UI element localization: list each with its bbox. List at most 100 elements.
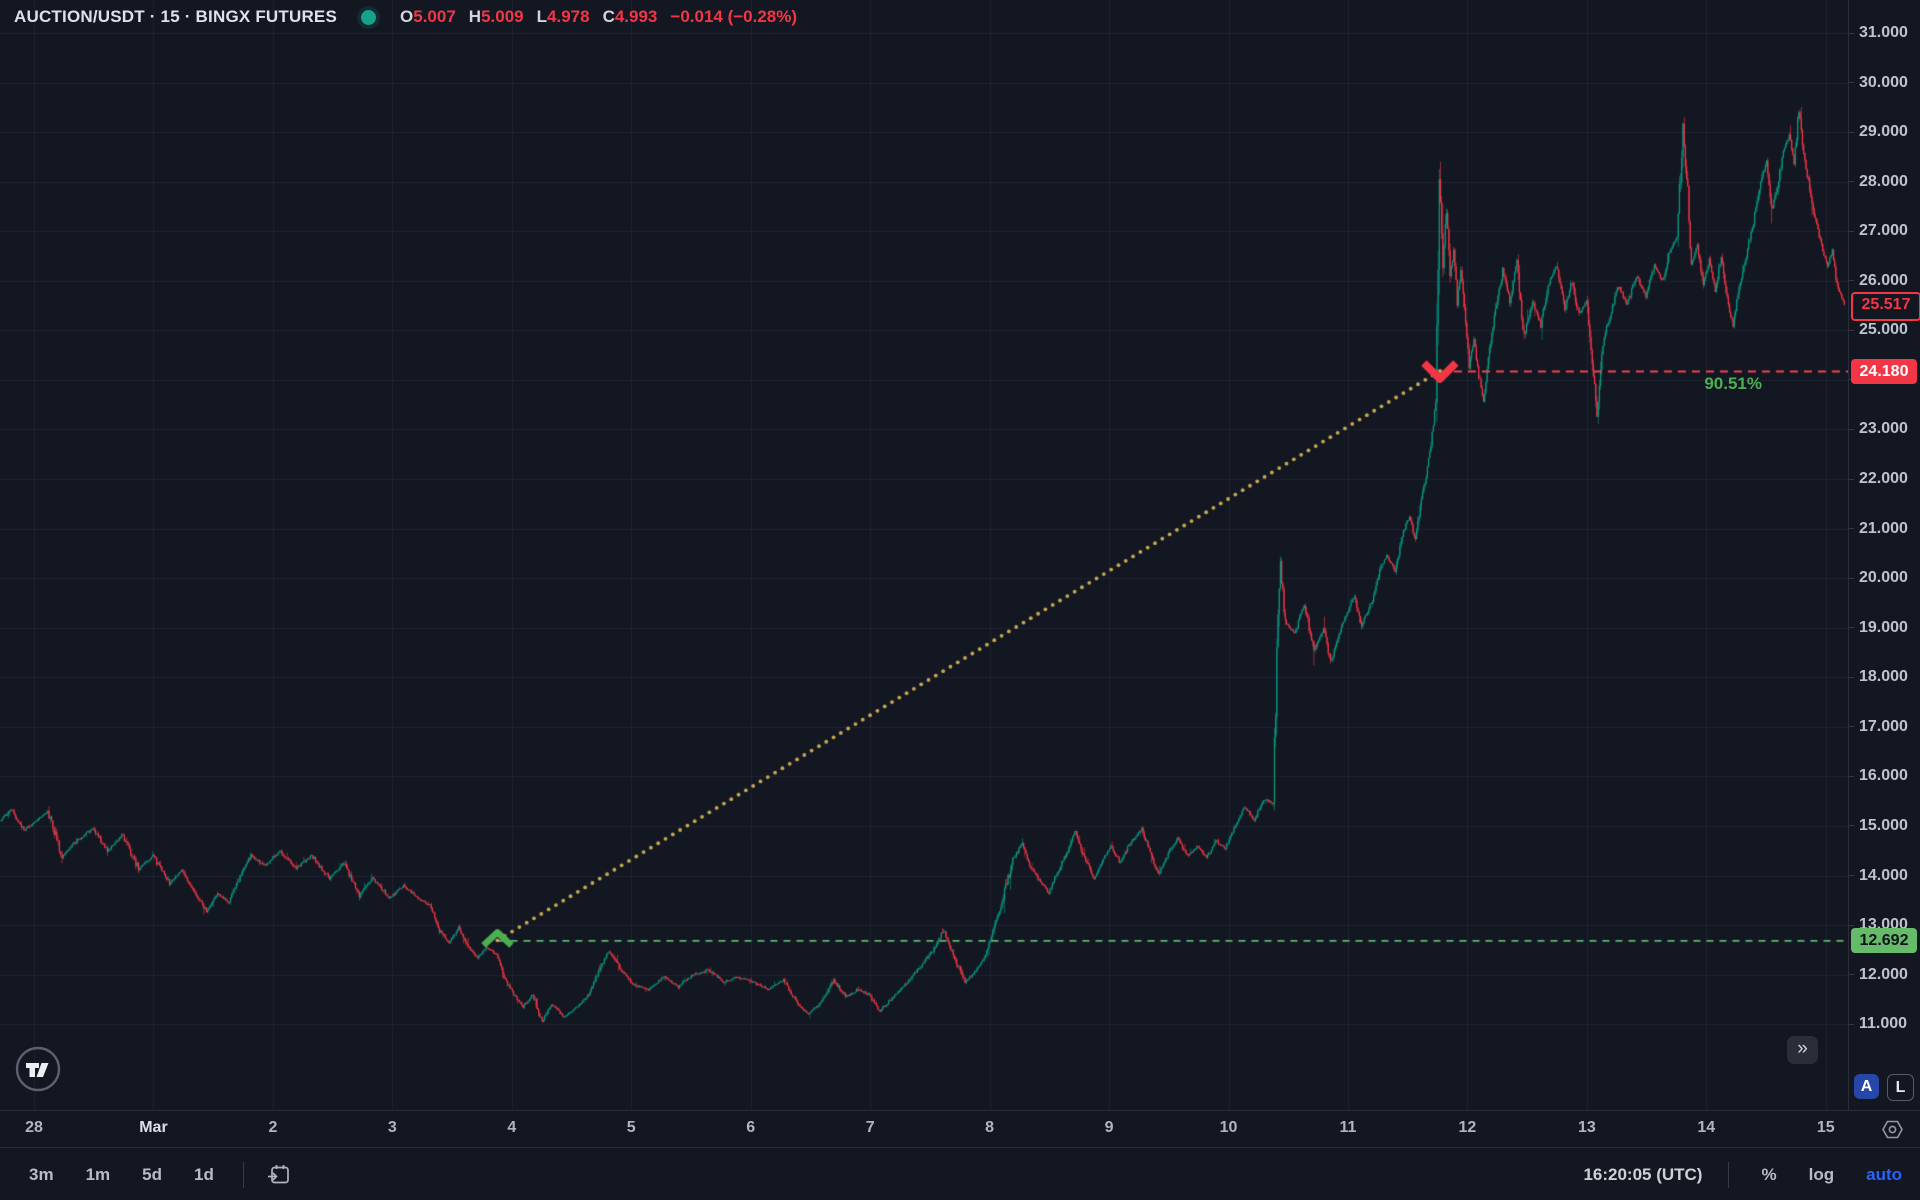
- time-tick-label: 10: [1219, 1119, 1238, 1136]
- price-axis-tickmark: [1849, 974, 1854, 976]
- price-tick-label: 11.000: [1859, 1015, 1908, 1033]
- range-5d-button[interactable]: 5d: [142, 1164, 162, 1184]
- time-tick-label: 11: [1339, 1119, 1357, 1136]
- log-scale-button[interactable]: L: [1887, 1074, 1914, 1101]
- percent-scale-toggle[interactable]: %: [1761, 1164, 1777, 1184]
- price-tick-label: 26.000: [1859, 271, 1908, 289]
- scale-settings-group: 16:20:05 (UTC) % log auto: [1583, 1148, 1908, 1200]
- tradingview-logo[interactable]: [14, 1045, 62, 1093]
- double-chevron-right-icon: »: [1797, 1038, 1808, 1059]
- settings-hexagon-icon: [1882, 1120, 1903, 1139]
- market-status-icon[interactable]: [361, 9, 377, 25]
- price-tick-label: 16.000: [1859, 767, 1908, 785]
- chart-area: AUCTION/USDT · 15 · BINGX FUTURES O5.007…: [0, 0, 1848, 1110]
- price-axis-tickmark: [1849, 478, 1854, 480]
- time-tick-label: 4: [507, 1119, 517, 1136]
- symbol-title[interactable]: AUCTION/USDT · 15 · BINGX FUTURES: [14, 7, 338, 26]
- price-tick-label: 19.000: [1859, 618, 1908, 636]
- open-value: 5.007: [413, 7, 456, 26]
- price-tick-label: 31.000: [1859, 24, 1908, 41]
- open-label: O: [400, 7, 414, 26]
- time-tick-label: 2: [268, 1119, 278, 1136]
- price-tick-label: 12.000: [1859, 965, 1908, 983]
- price-axis[interactable]: 25.517 24.180 12.692 31.000 30.000 29.000 2…: [1848, 0, 1920, 1110]
- date-range-group: 3m 1m 5d 1d: [0, 1148, 294, 1200]
- expand-toolbar-button[interactable]: »: [1787, 1036, 1818, 1064]
- time-tick-label: 13: [1577, 1119, 1596, 1136]
- price-axis-tickmark: [1849, 1023, 1854, 1025]
- time-tick-label: 14: [1697, 1119, 1716, 1136]
- price-tick-label: 20.000: [1859, 569, 1908, 587]
- time-tick-label: 9: [1104, 1119, 1114, 1136]
- low-label: L: [536, 7, 548, 26]
- log-scale-toggle[interactable]: log: [1808, 1164, 1835, 1184]
- go-to-date-button[interactable]: [264, 1160, 294, 1190]
- price-tick-label: 18.000: [1859, 668, 1908, 686]
- time-tick-label: 15: [1816, 1119, 1835, 1136]
- low-value: 4.978: [547, 7, 590, 26]
- auto-scale-button[interactable]: A: [1854, 1074, 1879, 1099]
- time-axis-settings-button[interactable]: [1879, 1116, 1906, 1143]
- price-axis-tickmark: [1849, 577, 1854, 579]
- time-axis[interactable]: 28 Mar 2 3 4 5 6 7 8 9 10 11 12 13 14 15: [0, 1110, 1920, 1148]
- price-tick-label: 22.000: [1859, 470, 1908, 488]
- close-label: C: [602, 7, 615, 26]
- auto-scale-toggle[interactable]: auto: [1866, 1164, 1902, 1184]
- price-axis-tickmark: [1849, 676, 1854, 678]
- price-axis-tickmark: [1849, 131, 1854, 133]
- change-value: −0.014 (−0.28%): [670, 7, 798, 26]
- bottom-toolbar: 3m 1m 5d 1d 16:20:05 (UTC) % log auto: [0, 1147, 1920, 1200]
- time-tick-label: 28: [25, 1119, 43, 1136]
- price-tick-label: 27.000: [1859, 222, 1908, 240]
- last-price-label[interactable]: 25.517: [1851, 292, 1920, 322]
- drawing-price-label-green[interactable]: 12.692: [1851, 927, 1917, 953]
- price-axis-tickmark: [1849, 924, 1854, 926]
- chart-canvas[interactable]: [0, 0, 1848, 1110]
- range-3m-button[interactable]: 3m: [29, 1164, 54, 1184]
- price-tick-label: 17.000: [1859, 717, 1908, 735]
- time-tick-label: 7: [865, 1119, 875, 1136]
- price-axis-tickmark: [1849, 181, 1854, 183]
- toolbar-divider: [1728, 1161, 1730, 1188]
- price-tick-label: 14.000: [1859, 866, 1908, 884]
- time-tick-label: 6: [746, 1119, 756, 1136]
- time-tick-label: 5: [626, 1119, 636, 1136]
- price-axis-tickmark: [1849, 32, 1854, 34]
- price-axis-tickmark: [1849, 528, 1854, 530]
- price-axis-tickmark: [1849, 428, 1854, 430]
- price-axis-tickmark: [1849, 329, 1854, 331]
- price-tick-label: 21.000: [1859, 519, 1908, 537]
- time-tick-label: Mar: [139, 1119, 168, 1136]
- price-tick-label: 29.000: [1859, 123, 1908, 141]
- price-axis-tickmark: [1849, 230, 1854, 232]
- high-label: H: [468, 7, 482, 26]
- symbol-legend: AUCTION/USDT · 15 · BINGX FUTURES O5.007…: [14, 7, 797, 27]
- time-tick-label: 3: [387, 1119, 397, 1136]
- price-tick-label: 30.000: [1859, 73, 1908, 91]
- calendar-goto-icon: [267, 1164, 289, 1183]
- close-value: 4.993: [614, 7, 658, 26]
- price-axis-tickmark: [1849, 825, 1854, 827]
- ohlc-values: O5.007 H5.009 L4.978 C4.993 −0.014 (−0.2…: [400, 7, 797, 27]
- fib-percent-label: 90.51%: [1704, 374, 1762, 393]
- high-value: 5.009: [481, 7, 524, 26]
- time-tick-label: 8: [985, 1119, 995, 1136]
- price-axis-tickmark: [1849, 775, 1854, 777]
- price-tick-label: 23.000: [1859, 420, 1908, 438]
- tradingview-logo-icon: [15, 1046, 61, 1092]
- price-axis-tickmark: [1849, 875, 1854, 877]
- clock[interactable]: 16:20:05 (UTC): [1583, 1164, 1703, 1184]
- price-axis-tickmark: [1849, 280, 1854, 282]
- price-tick-label: 25.000: [1859, 321, 1908, 339]
- price-scale-toggles: A L: [1854, 1074, 1914, 1101]
- toolbar-divider: [242, 1161, 244, 1188]
- price-axis-tickmark: [1849, 627, 1854, 629]
- time-tick-label: 12: [1458, 1119, 1477, 1136]
- range-1m-button[interactable]: 1m: [85, 1164, 111, 1184]
- drawing-price-label-red[interactable]: 24.180: [1851, 358, 1917, 384]
- price-tick-label: 15.000: [1859, 816, 1908, 834]
- range-1d-button[interactable]: 1d: [194, 1164, 214, 1184]
- price-axis-tickmark: [1849, 82, 1854, 84]
- price-axis-tickmark: [1849, 726, 1854, 728]
